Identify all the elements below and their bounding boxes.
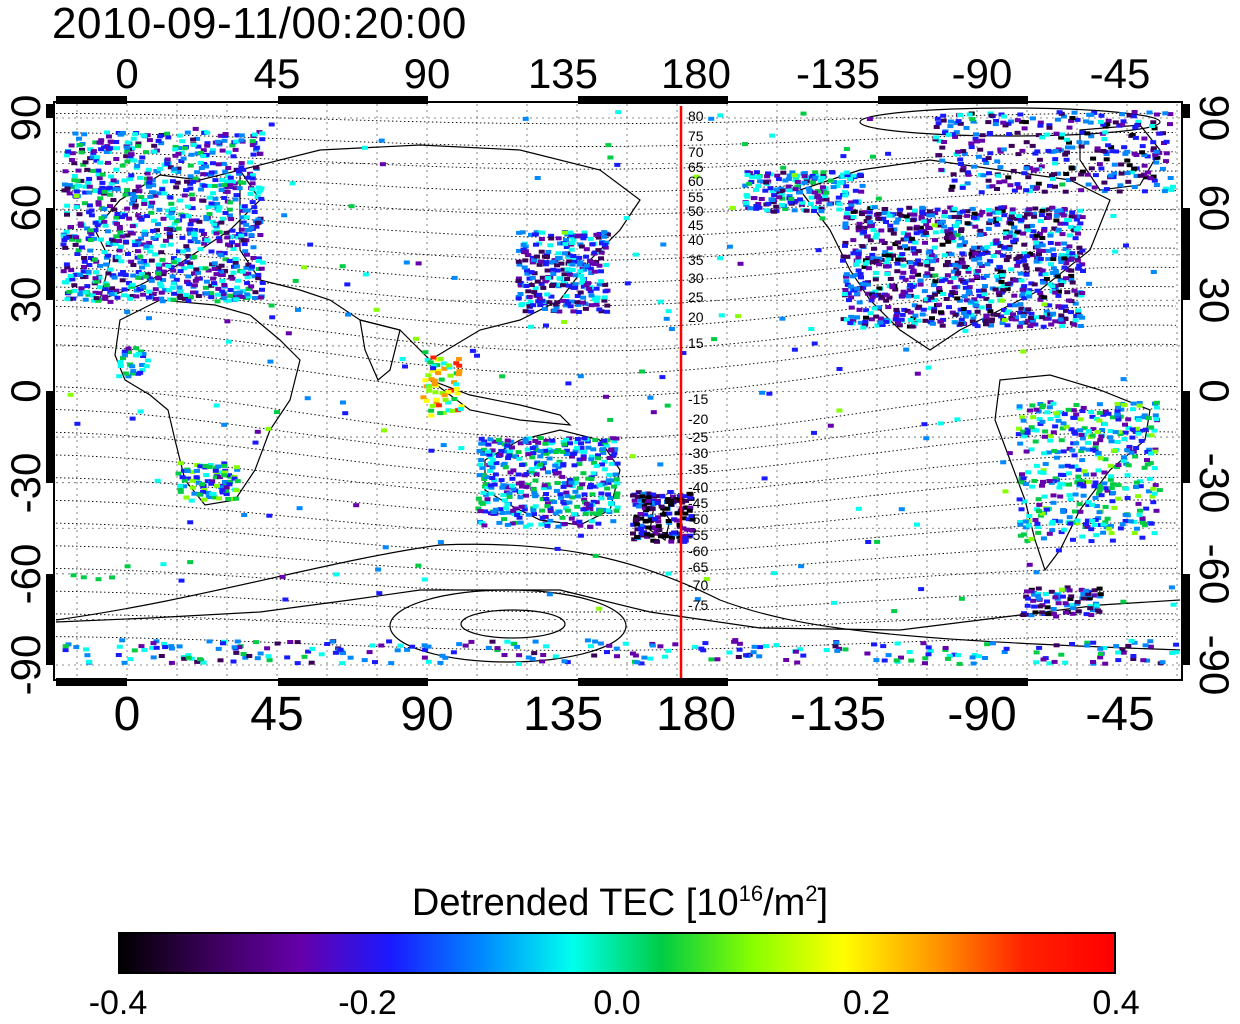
lon-tick-label-top: -135 [796, 50, 880, 97]
lat-tick-label-right: 30 [1191, 277, 1238, 324]
contour-label: -75 [688, 597, 708, 613]
lon-tick-label-top: 180 [661, 50, 731, 97]
colorbar-title: Detrended TEC [1016/m2] [411, 881, 829, 924]
lat-tick-label-left: 30 [2, 277, 49, 324]
contour-label: -60 [688, 543, 708, 559]
contour-label: 60 [688, 173, 704, 189]
colorbar-tick-label: 0.2 [842, 984, 891, 1022]
frame-ticks [46, 96, 1190, 686]
map-frame [53, 101, 1183, 681]
coastline-0 [114, 299, 301, 506]
contour-label: -70 [688, 577, 708, 593]
contour-label: -25 [688, 429, 708, 445]
lat-tick-label-right: 90 [1191, 95, 1238, 142]
contour-label: 80 [688, 108, 704, 124]
lon-tick-label-top: 0 [115, 50, 138, 97]
contour-label: -45 [688, 495, 708, 511]
colorbar-tick-label: -0.4 [88, 984, 148, 1022]
lon-tick-label-bottom: 180 [656, 688, 736, 741]
colorbar-tick-label: -0.2 [338, 984, 397, 1022]
contour-label: 20 [688, 309, 704, 325]
lon-tick-label-bottom: 0 [114, 688, 141, 741]
coastline-3 [359, 319, 401, 381]
lat-tick-label-right: 0 [1191, 379, 1238, 402]
lat-tick-label-left: -60 [2, 544, 49, 605]
contour-label: 15 [688, 335, 704, 351]
contour-label: 65 [688, 159, 704, 175]
contour-label: 45 [688, 217, 704, 233]
lat-tick-label-left: -90 [2, 635, 49, 696]
coastline-2 [239, 144, 641, 361]
contour-label: -40 [688, 479, 708, 495]
lat-tick-label-left: 0 [2, 379, 49, 402]
contour-label: 30 [688, 270, 704, 286]
lat-tick-label-left: 60 [2, 185, 49, 232]
contour-label: 70 [688, 144, 704, 160]
lon-tick-label-top: -45 [1090, 50, 1151, 97]
lon-tick-label-bottom: 45 [250, 688, 303, 741]
lon-tick-label-bottom: 135 [523, 688, 603, 741]
lon-tick-label-top: -90 [952, 50, 1013, 97]
tec-data-cells [60, 110, 1180, 666]
contour-label: 55 [688, 189, 704, 205]
lat-tick-label-left: 90 [2, 95, 49, 142]
lon-tick-label-top: 45 [254, 50, 301, 97]
contour-label: 25 [688, 289, 704, 305]
coastline-4 [429, 379, 572, 426]
lat-tick-label-right: 60 [1191, 185, 1238, 232]
lon-tick-label-top: 90 [404, 50, 451, 97]
axis-labels: 0045459090135135180180-135-135-90-90-45-… [2, 50, 1238, 741]
colorbar-tick-label: 0.4 [1092, 984, 1140, 1022]
colorbar [118, 932, 1116, 974]
contour-label: -65 [688, 559, 708, 575]
lat-tick-label-right: -60 [1191, 544, 1238, 605]
colorbar-tick-label: 0.0 [593, 984, 641, 1022]
lon-tick-label-bottom: -135 [790, 688, 886, 741]
lat-tick-label-right: -30 [1191, 453, 1238, 514]
lat-tick-label-right: -90 [1191, 635, 1238, 696]
contour-label: 75 [688, 128, 704, 144]
contour-label: 35 [688, 252, 704, 268]
contour-label: -30 [688, 445, 708, 461]
contour-label: -15 [688, 391, 708, 407]
contour-label: -50 [688, 511, 708, 527]
contour-label: -20 [688, 411, 708, 427]
contour-label: -55 [688, 527, 708, 543]
lat-tick-label-left: -30 [2, 453, 49, 514]
contour-label: 40 [688, 232, 704, 248]
map-timestamp: 2010-09-11/00:20:00 [52, 0, 467, 48]
contour-label: -35 [688, 461, 708, 477]
contour-label: 50 [688, 203, 704, 219]
lon-tick-label-top: 135 [528, 50, 598, 97]
lon-tick-label-bottom: -45 [1085, 688, 1154, 741]
lon-tick-label-bottom: -90 [947, 688, 1016, 741]
lon-tick-label-bottom: 90 [400, 688, 453, 741]
coastline-9 [994, 374, 1151, 572]
